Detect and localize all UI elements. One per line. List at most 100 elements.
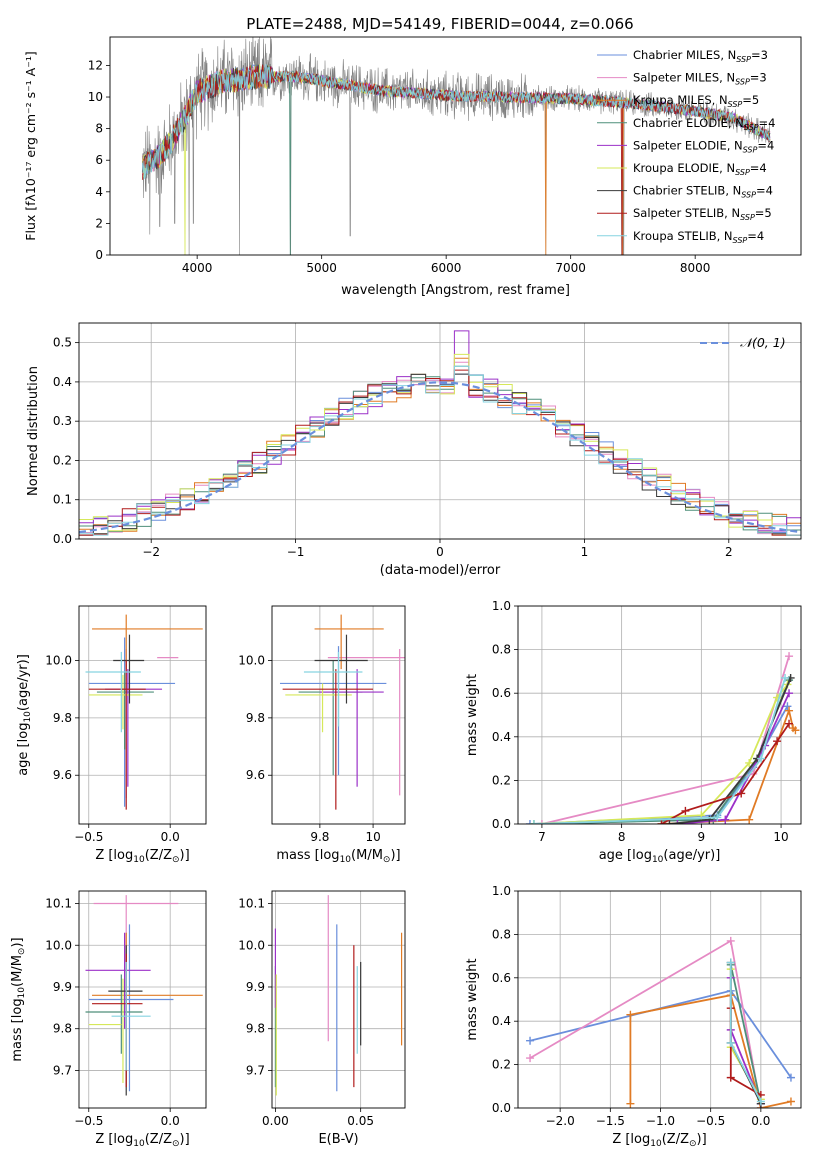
label-part: Kroupa STELIB, N <box>633 229 733 243</box>
x-axis-label: E(B-V) <box>318 1132 358 1147</box>
y-tick-label: 10.0 <box>238 938 265 952</box>
weight-marker-salpeter-stelib <box>681 806 690 815</box>
label-part: ( <box>663 848 668 863</box>
x-tick-label: −0.5 <box>74 830 103 844</box>
panel-mass_vs_ebv: 0.00 0.05 9.7 9.8 9.9 10.0 10.1 E(B-V) <box>238 890 406 1147</box>
axes-frame <box>517 890 802 1109</box>
label-part: SSP <box>740 213 755 222</box>
plot-area <box>272 606 405 824</box>
weight-marker-salpeter-stelib <box>657 820 666 824</box>
legend: 𝒩(0, 1) <box>700 335 786 350</box>
x-tick-label: 1 <box>581 545 589 559</box>
axes-frame <box>271 890 406 1109</box>
weight-marker-kroupa-stelib <box>757 754 766 763</box>
weight-marker-salpeter-elodie <box>721 815 730 824</box>
y-tick-label: 9.7 <box>246 1063 265 1077</box>
axes-frame <box>78 890 207 1109</box>
x-tick-label: −1 <box>287 545 305 559</box>
plot-area <box>518 891 801 1108</box>
label-part: ] <box>702 1132 707 1147</box>
label-part: ⊙ <box>383 855 391 865</box>
y-tick-label: 10.1 <box>45 897 72 911</box>
x-tick-label: −0.5 <box>696 1114 725 1128</box>
weight-marker-chabrier-miles <box>525 820 534 824</box>
label-part: SSP <box>735 168 750 177</box>
x-tick-label: 10 <box>365 830 380 844</box>
label-part: =5 <box>755 206 772 220</box>
x-tick-label: 0.0 <box>751 1114 770 1128</box>
plot-area <box>518 606 801 824</box>
label-part: M <box>372 848 383 863</box>
weight-line-kroupa-elodie <box>533 683 789 824</box>
x-tick-label: −1.5 <box>596 1114 625 1128</box>
model-line-kroupa-stelib <box>141 64 771 179</box>
label-part: M <box>10 971 25 982</box>
y-tick-label: 8 <box>95 122 103 136</box>
legend-label-chabrier-stelib: Chabrier STELIB, NSSP=4 <box>633 184 773 200</box>
label-part: Z <box>667 1132 676 1147</box>
legend-label-chabrier-elodie: Chabrier ELODIE, NSSP=4 <box>633 116 775 132</box>
x-tick-label: 2 <box>725 545 733 559</box>
label-part: Z <box>680 1132 689 1147</box>
label-part: age <box>668 848 692 863</box>
weight-marker-kroupa-stelib <box>726 958 735 967</box>
y-tick-label: 10.1 <box>238 897 265 911</box>
histogram-kroupa-stelib <box>79 365 801 536</box>
label-part: Chabrier STELIB, N <box>633 184 741 198</box>
y-tick-label: 0.3 <box>53 414 72 428</box>
label-part: ⊙ <box>172 1139 180 1149</box>
y-tick-label: 10.0 <box>45 938 72 952</box>
y-tick-label: 0.8 <box>492 927 511 941</box>
x-tick-label: 9 <box>698 830 706 844</box>
x-tick-label: 0.05 <box>347 1114 374 1128</box>
weight-marker-salpeter-stelib <box>726 1073 735 1082</box>
y-tick-label: 1.0 <box>492 599 511 613</box>
x-tick-label: 7000 <box>555 261 586 275</box>
weight-marker-kroupa-stelib <box>726 1038 735 1047</box>
label-part: age <box>16 682 31 706</box>
x-axis-label: Z [log10(Z/Z⊙)] <box>612 1132 706 1149</box>
y-tick-label: 0.2 <box>53 453 72 467</box>
weight-marker-salpeter-elodie <box>785 689 794 698</box>
label-part: SSP <box>736 55 751 64</box>
legend-label-kroupa-stelib: Kroupa STELIB, NSSP=4 <box>633 229 764 245</box>
label-part: Z <box>163 1132 172 1147</box>
x-tick-label: −0.5 <box>74 1114 103 1128</box>
label-part: ⊙ <box>17 948 27 956</box>
label-part: =3 <box>751 48 768 62</box>
label-part: Chabrier ELODIE, N <box>633 116 744 130</box>
y-axis-label: Flux [fλ10⁻¹⁷ erg cm⁻² s⁻¹ A⁻¹] <box>23 51 38 240</box>
weight-line-salpeter-elodie <box>677 692 790 824</box>
x-tick-label: 9.8 <box>310 830 329 844</box>
x-tick-label: −1.0 <box>646 1114 675 1128</box>
weight-marker-kroupa-elodie <box>745 758 754 767</box>
axes-frame <box>109 36 802 256</box>
y-tick-label: 0.2 <box>492 773 511 787</box>
y-tick-label: 0.5 <box>53 336 72 350</box>
x-axis-label: (data-model)/error <box>380 563 501 578</box>
weight-line-salpeter-miles <box>541 655 790 824</box>
y-tick-label: 6 <box>95 153 103 167</box>
axes-frame <box>517 605 802 825</box>
y-tick-label: 9.6 <box>53 768 72 782</box>
label-part: =5 <box>742 93 759 107</box>
label-part: ) <box>10 942 25 947</box>
y-axis-label: age [log10(age/yr)] <box>16 654 33 776</box>
y-tick-label: 0.0 <box>492 817 511 831</box>
weight-marker-kroupa-stelib <box>756 1097 765 1106</box>
label-part: SSP <box>744 123 759 132</box>
weight-marker-kroupa-stelib <box>713 813 722 822</box>
label-part: Z [log <box>612 1132 650 1147</box>
x-axis-label: wavelength [Angstrom, rest frame] <box>341 283 570 298</box>
label-part: SSP <box>735 78 750 87</box>
label-part: Z <box>150 848 159 863</box>
weight-line-chabrier-elodie <box>729 964 762 1104</box>
label-part: mass [log <box>276 848 339 863</box>
x-tick-label: 5000 <box>306 261 337 275</box>
weight-marker-salpeter-miles <box>785 652 794 661</box>
weight-marker-salpeter-stelib <box>737 789 746 798</box>
label-part: ( <box>145 848 150 863</box>
label-part: ] <box>185 1132 190 1147</box>
y-tick-label: 0.6 <box>492 971 511 985</box>
